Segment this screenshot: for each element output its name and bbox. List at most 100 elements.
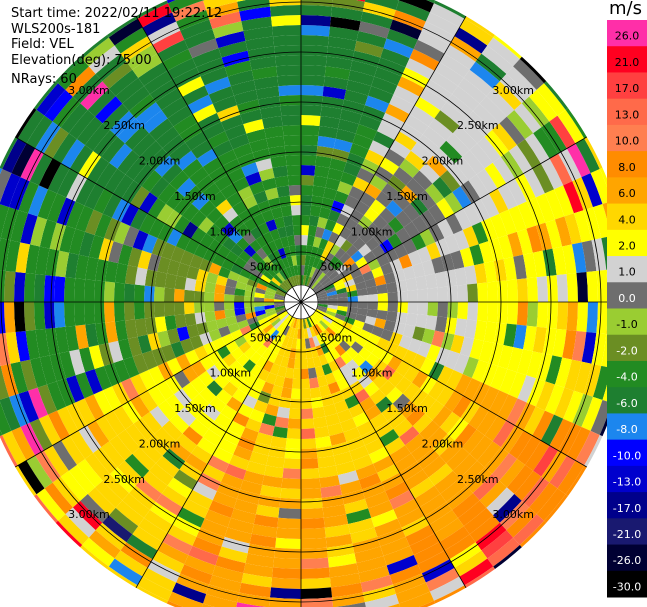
velocity-gate (121, 378, 140, 401)
velocity-gate (371, 266, 384, 279)
velocity-gate (301, 0, 333, 7)
velocity-gate (399, 158, 420, 178)
velocity-gate (526, 351, 543, 379)
velocity-gate (35, 121, 61, 154)
velocity-gate (190, 376, 207, 394)
velocity-gate (149, 406, 170, 428)
velocity-gate (154, 286, 165, 302)
velocity-gate (301, 448, 318, 460)
velocity-gate (464, 319, 478, 339)
velocity-gate (109, 435, 133, 461)
velocity-gate (209, 11, 242, 30)
velocity-gate (447, 302, 458, 319)
velocity-gate (474, 263, 487, 284)
velocity-gate (479, 480, 507, 508)
velocity-gate (369, 199, 386, 216)
velocity-gate (463, 507, 494, 535)
velocity-gate (312, 406, 326, 419)
velocity-gate (434, 62, 464, 86)
velocity-gate (234, 335, 247, 348)
velocity-gate (230, 263, 243, 275)
velocity-gate (109, 143, 133, 169)
velocity-gate (295, 318, 300, 329)
velocity-gate (272, 342, 282, 355)
velocity-gate (385, 248, 399, 263)
velocity-gate (78, 347, 95, 373)
velocity-gate (232, 411, 250, 428)
velocity-gate (236, 602, 267, 607)
velocity-gate (407, 289, 418, 302)
velocity-gate (303, 265, 309, 276)
velocity-gate (399, 185, 418, 204)
velocity-gate (374, 67, 402, 86)
velocity-gate (293, 328, 299, 339)
velocity-gate (154, 427, 176, 449)
velocity-gate (301, 195, 313, 206)
velocity-gate (117, 429, 140, 454)
velocity-gate (165, 375, 183, 395)
velocity-gate (324, 312, 335, 321)
velocity-gate (366, 309, 378, 319)
velocity-gate (493, 494, 522, 523)
velocity-gate (241, 427, 259, 442)
velocity-gate (317, 135, 336, 149)
velocity-gate (386, 29, 418, 49)
velocity-gate (212, 446, 234, 464)
velocity-gate (197, 472, 221, 492)
velocity-gate (343, 162, 361, 177)
velocity-gate (249, 408, 265, 423)
velocity-gate (157, 541, 189, 565)
velocity-gate (384, 437, 406, 456)
velocity-gate (214, 230, 229, 245)
velocity-gate (452, 125, 478, 151)
velocity-gate (349, 209, 364, 224)
velocity-gate (272, 426, 288, 439)
velocity-gate (261, 348, 273, 361)
velocity-gate (283, 458, 301, 469)
velocity-gate (288, 408, 301, 419)
velocity-gate (38, 414, 62, 446)
velocity-gate (493, 81, 522, 110)
velocity-gate (313, 311, 323, 321)
velocity-gate (247, 386, 262, 400)
velocity-gate (264, 125, 284, 139)
velocity-gate (301, 358, 309, 369)
velocity-gate (275, 291, 286, 297)
velocity-gate (237, 185, 254, 201)
velocity-gate (29, 418, 53, 451)
velocity-gate (452, 453, 478, 479)
velocity-gate (200, 67, 228, 86)
velocity-gate (356, 167, 375, 184)
velocity-gate (328, 270, 340, 281)
velocity-gate (152, 30, 185, 54)
velocity-gate (484, 447, 509, 474)
velocity-gate (233, 498, 258, 515)
velocity-gate (464, 265, 478, 285)
velocity-gate (318, 465, 338, 479)
velocity-gate (380, 262, 394, 276)
velocity-gate (350, 325, 363, 336)
velocity-gate (316, 322, 326, 332)
velocity-gate (202, 183, 221, 201)
velocity-gate (369, 174, 388, 192)
velocity-gate (30, 216, 48, 247)
velocity-gate (87, 487, 116, 516)
velocity-gate (273, 354, 284, 366)
velocity-gate (281, 335, 290, 347)
velocity-gate (332, 333, 344, 345)
velocity-gate (371, 76, 398, 95)
velocity-gate (110, 111, 136, 137)
velocity-gate (186, 324, 200, 339)
velocity-gate (291, 338, 298, 349)
velocity-gate (192, 481, 217, 501)
velocity-gate (176, 262, 190, 278)
velocity-gate (229, 374, 244, 389)
velocity-gate (459, 558, 494, 586)
velocity-gate (149, 463, 174, 486)
velocity-gate (214, 359, 229, 374)
velocity-gate (517, 435, 541, 465)
velocity-gate (122, 492, 150, 519)
velocity-gate (136, 0, 168, 19)
azimuth-line (300, 16, 467, 303)
velocity-gate (340, 204, 355, 218)
